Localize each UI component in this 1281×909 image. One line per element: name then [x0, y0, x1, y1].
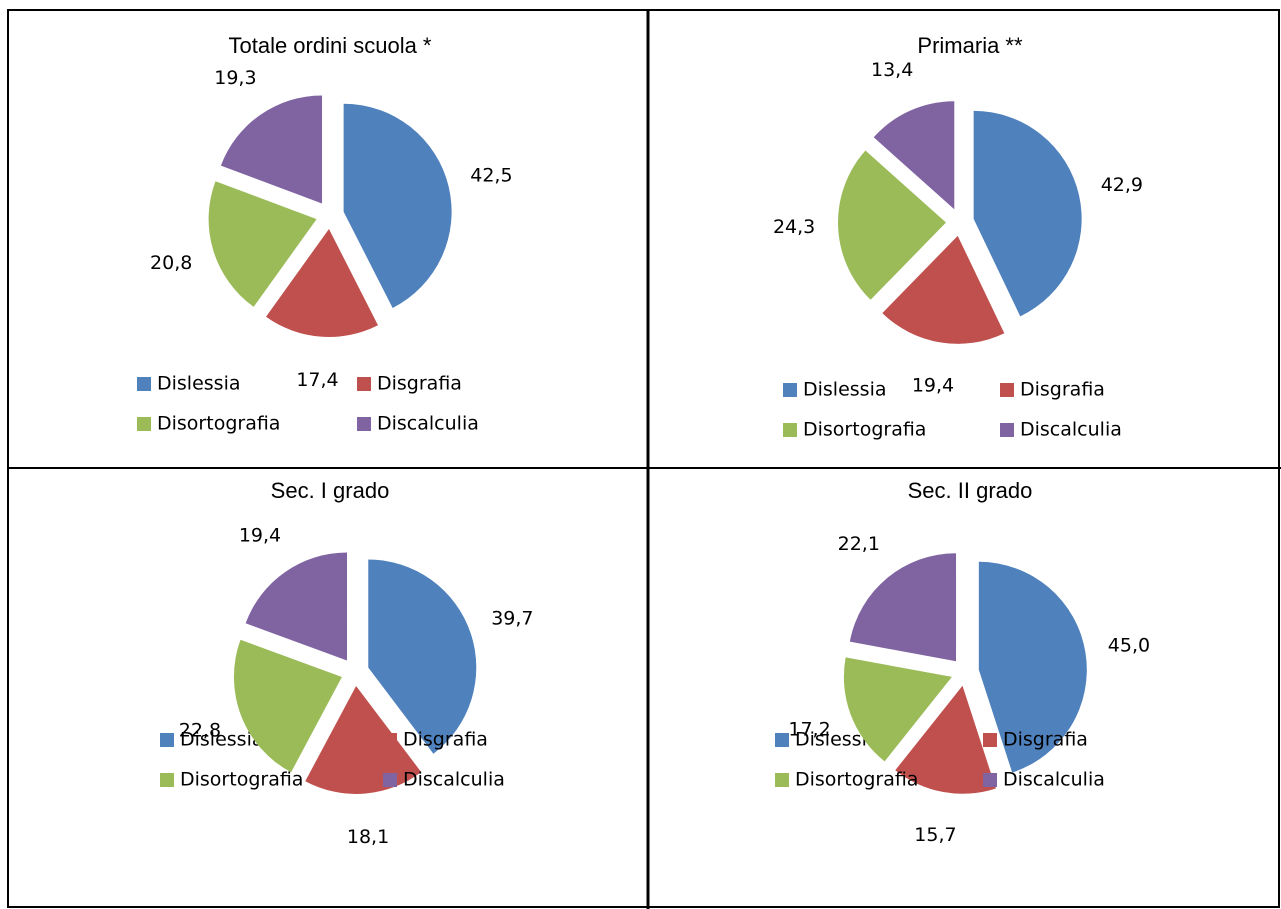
- legend-swatch: [357, 377, 371, 391]
- data-label: 24,3: [773, 216, 815, 238]
- data-label: 45,0: [1108, 635, 1150, 657]
- legend-label: Disortografia: [157, 413, 280, 435]
- legend-swatch: [383, 733, 397, 747]
- pie-slice: [973, 110, 1082, 317]
- pie-slice: [233, 639, 342, 773]
- legend-label: Disgrafia: [377, 373, 462, 395]
- legend-label: Disortografia: [180, 769, 303, 791]
- legend-label: Disortografia: [803, 419, 926, 441]
- pie-slice: [838, 150, 947, 300]
- legend-swatch: [137, 377, 151, 391]
- legend-swatch: [357, 417, 371, 431]
- pie-slice: [843, 657, 952, 762]
- grid-border: [7, 9, 1280, 908]
- data-label: 42,9: [1101, 174, 1143, 196]
- legend-label: Disgrafia: [1003, 729, 1088, 751]
- data-label: 19,4: [239, 524, 281, 546]
- data-label: 22,8: [179, 720, 221, 742]
- pie-slice: [343, 103, 452, 308]
- data-label: 19,3: [214, 67, 256, 89]
- chart-title: Sec. I grado: [271, 478, 390, 503]
- legend-label: Dislessia: [803, 379, 887, 401]
- legend-label: Dislessia: [795, 729, 879, 751]
- legend-swatch: [783, 383, 797, 397]
- pie-slice: [895, 685, 996, 794]
- data-label: 22,1: [838, 533, 880, 555]
- data-label: 42,5: [470, 165, 512, 187]
- pie-slice: [220, 95, 323, 204]
- chart-title: Primaria **: [917, 33, 1023, 58]
- data-label: 39,7: [491, 608, 533, 630]
- legend-swatch: [1000, 383, 1014, 397]
- legend-label: Discalculia: [403, 769, 505, 791]
- pie-slice: [266, 228, 378, 337]
- pie-slice: [245, 552, 347, 661]
- data-label: 17,4: [296, 369, 338, 391]
- legend-swatch: [775, 733, 789, 747]
- pie-slice: [849, 553, 957, 662]
- legend-swatch: [1000, 423, 1014, 437]
- pie-slice: [368, 559, 477, 754]
- data-label: 15,7: [914, 824, 956, 846]
- legend-label: Disgrafia: [1020, 379, 1105, 401]
- legend-label: Discalculia: [1003, 769, 1105, 791]
- legend-swatch: [383, 773, 397, 787]
- pie-slice: [873, 101, 955, 210]
- legend-swatch: [783, 423, 797, 437]
- pie-slice: [208, 181, 317, 307]
- legend-label: Disgrafia: [403, 729, 488, 751]
- data-label: 13,4: [871, 59, 913, 81]
- legend-swatch: [775, 773, 789, 787]
- legend-swatch: [160, 773, 174, 787]
- chart-title: Totale ordini scuola *: [228, 33, 431, 58]
- data-label: 17,2: [788, 719, 830, 741]
- legend-swatch: [983, 733, 997, 747]
- legend-label: Discalculia: [1020, 419, 1122, 441]
- data-label: 20,8: [150, 252, 192, 274]
- pie-slice: [978, 561, 1087, 773]
- legend-label: Dislessia: [180, 729, 264, 751]
- legend-swatch: [983, 773, 997, 787]
- legend-label: Disortografia: [795, 769, 918, 791]
- chart-title: Sec. II grado: [908, 478, 1033, 503]
- legend-swatch: [137, 417, 151, 431]
- legend-swatch: [160, 733, 174, 747]
- data-label: 18,1: [347, 826, 389, 848]
- legend-label: Discalculia: [377, 413, 479, 435]
- legend-label: Dislessia: [157, 373, 241, 395]
- pie-slice: [305, 685, 422, 794]
- data-label: 19,4: [912, 374, 954, 396]
- pie-slice: [882, 235, 1005, 344]
